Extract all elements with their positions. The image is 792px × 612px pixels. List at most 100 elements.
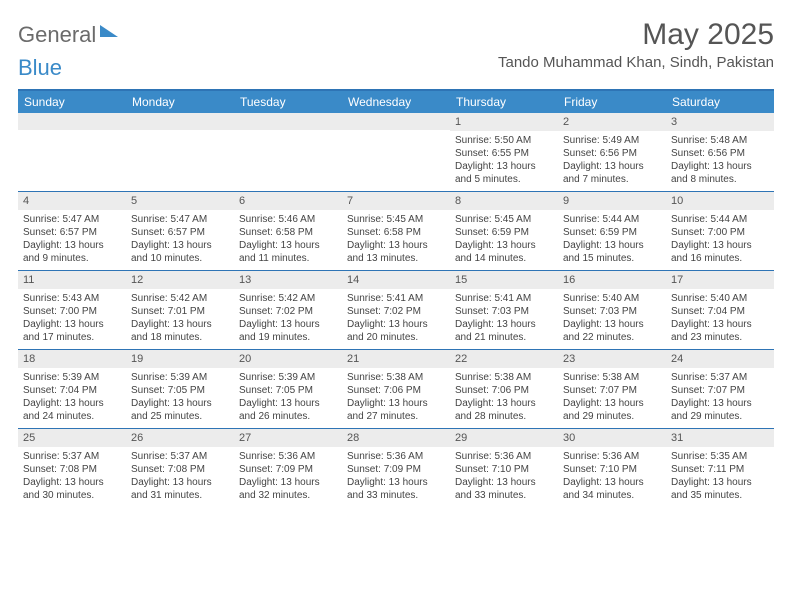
- week-row: 18Sunrise: 5:39 AMSunset: 7:04 PMDayligh…: [18, 349, 774, 428]
- day-cell: 21Sunrise: 5:38 AMSunset: 7:06 PMDayligh…: [342, 350, 450, 428]
- day-body: Sunrise: 5:49 AMSunset: 6:56 PMDaylight:…: [558, 131, 666, 190]
- day-cell: 29Sunrise: 5:36 AMSunset: 7:10 PMDayligh…: [450, 429, 558, 507]
- sunrise-text: Sunrise: 5:44 AM: [671, 213, 769, 226]
- logo-mark-icon: [100, 25, 118, 37]
- day-number: 23: [558, 350, 666, 368]
- daylight-text: Daylight: 13 hours and 19 minutes.: [239, 318, 337, 344]
- day-number: 30: [558, 429, 666, 447]
- day-number: 4: [18, 192, 126, 210]
- day-body: Sunrise: 5:36 AMSunset: 7:09 PMDaylight:…: [234, 447, 342, 506]
- sunrise-text: Sunrise: 5:37 AM: [131, 450, 229, 463]
- day-number: [18, 113, 126, 130]
- sunrise-text: Sunrise: 5:37 AM: [23, 450, 121, 463]
- day-number: 7: [342, 192, 450, 210]
- sunrise-text: Sunrise: 5:42 AM: [239, 292, 337, 305]
- day-number: 22: [450, 350, 558, 368]
- sunrise-text: Sunrise: 5:40 AM: [671, 292, 769, 305]
- sunset-text: Sunset: 6:58 PM: [239, 226, 337, 239]
- sunrise-text: Sunrise: 5:47 AM: [23, 213, 121, 226]
- day-cell: 4Sunrise: 5:47 AMSunset: 6:57 PMDaylight…: [18, 192, 126, 270]
- daylight-text: Daylight: 13 hours and 8 minutes.: [671, 160, 769, 186]
- calendar-page: General May 2025 Tando Muhammad Khan, Si…: [0, 0, 792, 507]
- brand-part1: General: [18, 22, 96, 48]
- day-cell: 22Sunrise: 5:38 AMSunset: 7:06 PMDayligh…: [450, 350, 558, 428]
- day-body: Sunrise: 5:36 AMSunset: 7:10 PMDaylight:…: [558, 447, 666, 506]
- day-cell: 19Sunrise: 5:39 AMSunset: 7:05 PMDayligh…: [126, 350, 234, 428]
- day-number: 16: [558, 271, 666, 289]
- day-number: 5: [126, 192, 234, 210]
- day-cell: 10Sunrise: 5:44 AMSunset: 7:00 PMDayligh…: [666, 192, 774, 270]
- day-number: 26: [126, 429, 234, 447]
- sunrise-text: Sunrise: 5:38 AM: [563, 371, 661, 384]
- sunset-text: Sunset: 7:08 PM: [23, 463, 121, 476]
- sunset-text: Sunset: 7:11 PM: [671, 463, 769, 476]
- day-cell: 5Sunrise: 5:47 AMSunset: 6:57 PMDaylight…: [126, 192, 234, 270]
- daylight-text: Daylight: 13 hours and 22 minutes.: [563, 318, 661, 344]
- day-body: Sunrise: 5:47 AMSunset: 6:57 PMDaylight:…: [126, 210, 234, 269]
- daylight-text: Daylight: 13 hours and 26 minutes.: [239, 397, 337, 423]
- day-number: 28: [342, 429, 450, 447]
- sunrise-text: Sunrise: 5:36 AM: [563, 450, 661, 463]
- sunrise-text: Sunrise: 5:39 AM: [239, 371, 337, 384]
- day-number: 2: [558, 113, 666, 131]
- day-number: 25: [18, 429, 126, 447]
- day-cell: 8Sunrise: 5:45 AMSunset: 6:59 PMDaylight…: [450, 192, 558, 270]
- day-header-sun: Sunday: [18, 91, 126, 113]
- day-cell: 18Sunrise: 5:39 AMSunset: 7:04 PMDayligh…: [18, 350, 126, 428]
- sunset-text: Sunset: 7:06 PM: [455, 384, 553, 397]
- day-number: [342, 113, 450, 130]
- day-cell: 15Sunrise: 5:41 AMSunset: 7:03 PMDayligh…: [450, 271, 558, 349]
- day-number: [234, 113, 342, 130]
- day-body: Sunrise: 5:44 AMSunset: 7:00 PMDaylight:…: [666, 210, 774, 269]
- day-body: Sunrise: 5:40 AMSunset: 7:03 PMDaylight:…: [558, 289, 666, 348]
- daylight-text: Daylight: 13 hours and 30 minutes.: [23, 476, 121, 502]
- day-number: 18: [18, 350, 126, 368]
- day-body: Sunrise: 5:47 AMSunset: 6:57 PMDaylight:…: [18, 210, 126, 269]
- day-cell: 2Sunrise: 5:49 AMSunset: 6:56 PMDaylight…: [558, 113, 666, 191]
- daylight-text: Daylight: 13 hours and 7 minutes.: [563, 160, 661, 186]
- sunset-text: Sunset: 7:10 PM: [563, 463, 661, 476]
- daylight-text: Daylight: 13 hours and 31 minutes.: [131, 476, 229, 502]
- sunrise-text: Sunrise: 5:39 AM: [23, 371, 121, 384]
- day-cell: 14Sunrise: 5:41 AMSunset: 7:02 PMDayligh…: [342, 271, 450, 349]
- sunset-text: Sunset: 6:56 PM: [563, 147, 661, 160]
- day-header-wed: Wednesday: [342, 91, 450, 113]
- sunrise-text: Sunrise: 5:38 AM: [347, 371, 445, 384]
- day-cell: [18, 113, 126, 191]
- day-body: Sunrise: 5:42 AMSunset: 7:02 PMDaylight:…: [234, 289, 342, 348]
- sunrise-text: Sunrise: 5:35 AM: [671, 450, 769, 463]
- sunrise-text: Sunrise: 5:50 AM: [455, 134, 553, 147]
- day-body: Sunrise: 5:43 AMSunset: 7:00 PMDaylight:…: [18, 289, 126, 348]
- sunset-text: Sunset: 6:59 PM: [563, 226, 661, 239]
- sunset-text: Sunset: 6:57 PM: [131, 226, 229, 239]
- sunset-text: Sunset: 6:59 PM: [455, 226, 553, 239]
- day-number: 27: [234, 429, 342, 447]
- day-body: Sunrise: 5:42 AMSunset: 7:01 PMDaylight:…: [126, 289, 234, 348]
- month-title: May 2025: [498, 18, 774, 52]
- daylight-text: Daylight: 13 hours and 14 minutes.: [455, 239, 553, 265]
- day-number: 13: [234, 271, 342, 289]
- daylight-text: Daylight: 13 hours and 5 minutes.: [455, 160, 553, 186]
- daylight-text: Daylight: 13 hours and 16 minutes.: [671, 239, 769, 265]
- day-body: Sunrise: 5:38 AMSunset: 7:06 PMDaylight:…: [342, 368, 450, 427]
- sunset-text: Sunset: 7:06 PM: [347, 384, 445, 397]
- daylight-text: Daylight: 13 hours and 13 minutes.: [347, 239, 445, 265]
- day-cell: [342, 113, 450, 191]
- day-cell: 27Sunrise: 5:36 AMSunset: 7:09 PMDayligh…: [234, 429, 342, 507]
- sunrise-text: Sunrise: 5:41 AM: [455, 292, 553, 305]
- sunset-text: Sunset: 7:00 PM: [23, 305, 121, 318]
- day-body: Sunrise: 5:46 AMSunset: 6:58 PMDaylight:…: [234, 210, 342, 269]
- calendar-grid: Sunday Monday Tuesday Wednesday Thursday…: [18, 89, 774, 507]
- daylight-text: Daylight: 13 hours and 11 minutes.: [239, 239, 337, 265]
- day-cell: 3Sunrise: 5:48 AMSunset: 6:56 PMDaylight…: [666, 113, 774, 191]
- day-number: 6: [234, 192, 342, 210]
- day-body: Sunrise: 5:36 AMSunset: 7:10 PMDaylight:…: [450, 447, 558, 506]
- day-number: 14: [342, 271, 450, 289]
- day-body: Sunrise: 5:39 AMSunset: 7:05 PMDaylight:…: [126, 368, 234, 427]
- sunset-text: Sunset: 7:10 PM: [455, 463, 553, 476]
- daylight-text: Daylight: 13 hours and 28 minutes.: [455, 397, 553, 423]
- day-cell: 24Sunrise: 5:37 AMSunset: 7:07 PMDayligh…: [666, 350, 774, 428]
- sunrise-text: Sunrise: 5:45 AM: [455, 213, 553, 226]
- day-body: Sunrise: 5:41 AMSunset: 7:02 PMDaylight:…: [342, 289, 450, 348]
- sunrise-text: Sunrise: 5:47 AM: [131, 213, 229, 226]
